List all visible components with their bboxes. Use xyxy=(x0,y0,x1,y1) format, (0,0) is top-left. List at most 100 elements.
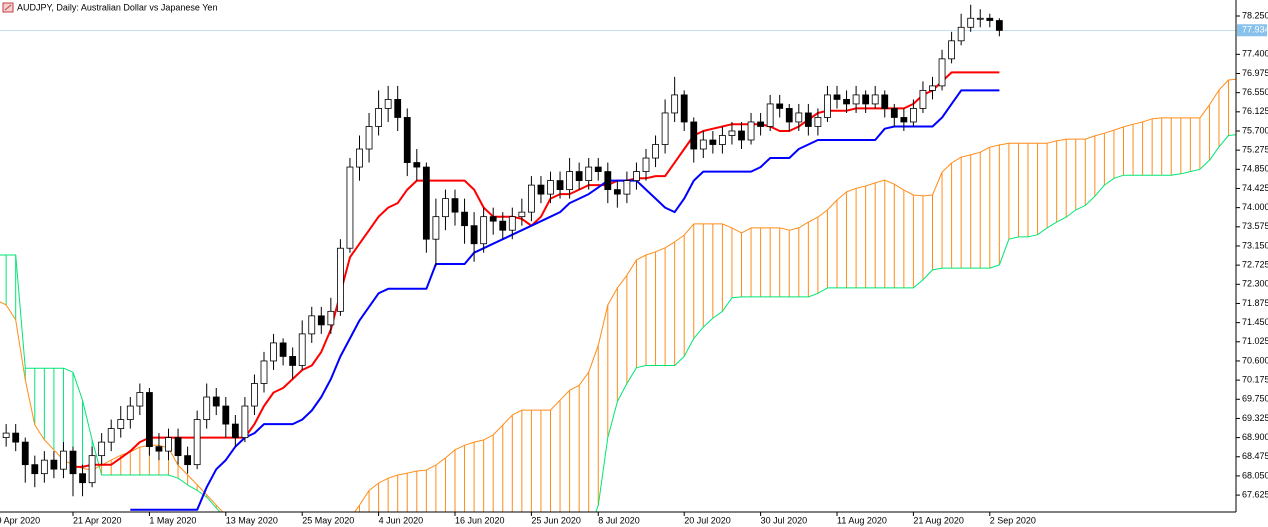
candle-body xyxy=(165,437,172,452)
candle-body xyxy=(862,94,870,105)
candle-body xyxy=(967,17,975,28)
candle-body xyxy=(881,94,889,109)
candle-body xyxy=(489,216,497,222)
candle-body xyxy=(193,419,201,466)
candle-body xyxy=(757,121,764,127)
candle-body xyxy=(480,216,488,245)
candle-body xyxy=(852,94,860,105)
candle-body xyxy=(499,220,507,231)
candle-body xyxy=(31,464,39,475)
candle-body xyxy=(623,180,631,195)
candle-body xyxy=(442,198,449,218)
y-tick-label: 72.300 xyxy=(1242,279,1268,289)
candle-body xyxy=(432,216,440,240)
indicator-line xyxy=(0,78,1236,512)
chart-title: AUDJPY, Daily: Australian Dollar vs Japa… xyxy=(17,2,217,12)
candle-body xyxy=(728,130,736,136)
candle-body xyxy=(50,459,58,470)
candle-body xyxy=(203,396,211,420)
x-tick-label: 1 May 2020 xyxy=(149,515,196,525)
candle-body xyxy=(661,112,669,145)
y-tick-label: 77.400 xyxy=(1242,49,1268,59)
candle-body xyxy=(174,437,182,457)
x-tick-label: 9 Apr 2020 xyxy=(0,515,40,525)
candle-body xyxy=(270,342,277,362)
y-tick-label: 70.600 xyxy=(1242,355,1268,365)
indicator-line xyxy=(130,89,1000,511)
candle-body xyxy=(241,405,249,439)
candle-body xyxy=(585,166,593,181)
candle-body xyxy=(260,360,268,384)
y-tick-label: 76.125 xyxy=(1242,106,1268,116)
candle-body xyxy=(938,58,946,87)
candle-body xyxy=(21,441,29,466)
candle-body xyxy=(2,432,10,439)
x-tick-label: 20 Jul 2020 xyxy=(684,515,731,525)
candle-body xyxy=(919,90,927,109)
candle-body xyxy=(508,216,516,231)
candle-body xyxy=(365,126,373,150)
candle-body xyxy=(413,162,421,168)
y-tick-label: 68.050 xyxy=(1242,470,1268,480)
candle-body xyxy=(528,184,535,213)
candle-body xyxy=(422,166,430,240)
candle-body xyxy=(871,94,879,105)
candle-body xyxy=(308,315,316,335)
candle-body xyxy=(747,121,755,141)
candle-body xyxy=(231,423,239,439)
y-tick-label: 71.025 xyxy=(1242,336,1268,346)
candle-body xyxy=(212,396,220,407)
x-tick-label: 21 Apr 2020 xyxy=(73,515,122,525)
candle-body xyxy=(69,450,77,475)
y-tick-label: 68.475 xyxy=(1242,451,1268,461)
candle-body xyxy=(613,189,621,195)
candle-body xyxy=(547,180,554,195)
x-tick-label: 4 Jun 2020 xyxy=(379,515,424,525)
candle-body xyxy=(88,455,96,484)
candle-body xyxy=(79,473,86,484)
candle-body xyxy=(470,225,478,245)
candle-body xyxy=(709,139,717,145)
y-tick-label: 74.850 xyxy=(1242,164,1268,174)
y-tick-label: 73.575 xyxy=(1242,221,1268,231)
candle-body xyxy=(890,108,898,118)
candle-body xyxy=(976,17,984,20)
y-tick-label: 67.625 xyxy=(1242,489,1268,499)
candle-body xyxy=(117,419,125,429)
candle-body xyxy=(279,342,287,357)
candle-body xyxy=(145,392,153,448)
candle-body xyxy=(680,94,688,123)
candle-body xyxy=(699,139,707,150)
candle-body xyxy=(98,441,106,457)
candle-body xyxy=(604,171,612,191)
candle-body xyxy=(356,148,363,168)
candle-body xyxy=(957,26,965,42)
candle-body xyxy=(155,446,163,452)
x-tick-label: 21 Aug 2020 xyxy=(913,515,964,525)
candle-body xyxy=(900,117,908,123)
candle-body xyxy=(403,117,411,163)
candle-body xyxy=(575,171,583,181)
candle-body xyxy=(986,17,994,21)
candle-body xyxy=(60,450,67,470)
candle-body xyxy=(107,428,115,443)
y-tick-label: 71.450 xyxy=(1242,317,1268,327)
candle-body xyxy=(642,157,650,172)
y-tick-label: 76.550 xyxy=(1242,87,1268,97)
candle-body xyxy=(289,356,297,366)
candle-body xyxy=(633,171,640,181)
x-tick-label: 8 Jul 2020 xyxy=(598,515,640,525)
y-tick-label: 73.150 xyxy=(1242,240,1268,250)
candle-body xyxy=(766,103,774,127)
candle-body xyxy=(461,211,468,227)
candle-body xyxy=(804,112,812,127)
candle-body xyxy=(251,383,258,407)
current-price-label: 77.934 xyxy=(1242,25,1268,35)
x-tick-label: 2 Sep 2020 xyxy=(990,515,1036,525)
candle-body xyxy=(136,392,144,407)
candle-body xyxy=(795,112,803,123)
y-tick-label: 68.900 xyxy=(1242,432,1268,442)
candle-body xyxy=(910,108,917,123)
candle-body xyxy=(719,135,726,145)
